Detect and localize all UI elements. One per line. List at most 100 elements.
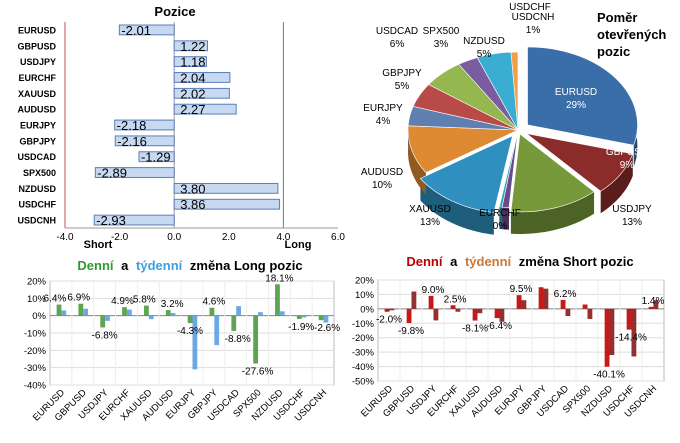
weekly-bar [170,313,176,316]
pie-slice-side [420,178,494,235]
data-label: 6.9% [67,293,90,304]
pie-slice [526,133,634,192]
value-label: 1.18 [180,55,205,70]
daily-bar [516,295,522,309]
x-tick-label: 6.0 [331,232,345,243]
pie-title-line: otevřených [597,27,666,42]
position-bar [173,198,281,210]
short-title-daily: Denní [406,254,443,269]
pie-slice-label: EURUSD [555,87,597,98]
weekly-bar [105,315,110,321]
category-label: NZDUSD [19,184,57,194]
y-tick-label: 0% [360,304,374,315]
daily-bar [231,315,237,331]
x-tick-label: -2.0 [111,232,129,243]
weekly-bar [258,312,263,316]
pie-slice-side [502,207,509,230]
data-label: -2.0% [376,315,402,326]
weekly-bar [323,315,329,323]
weekly-bar [236,306,241,316]
position-bar [114,119,175,131]
value-label: 2.27 [180,102,205,117]
daily-bar [604,308,610,367]
pie-slice-side [600,153,633,214]
daily-bar [626,308,632,330]
long-change-chart: Denní a týdenní změna Long pozic 20% 10% 0… [24,258,340,424]
short-change-chart: Denní a týdenní změna Short pozic 20% 10%… [352,254,665,420]
daily-bar [538,287,544,309]
pie-slice-label: GBPJPY [382,68,422,79]
short-change-title: Denní a týdenní změna Short pozic [406,254,633,269]
category-label: EURCHF [19,73,57,83]
daily-bar [296,315,302,319]
value-label: -2.93 [96,213,126,228]
pie-slice-label: AUDUSD [361,167,403,178]
data-label: 5.8% [133,295,156,306]
value-label: -2.89 [97,166,127,181]
category-label: EURJPY [20,121,56,131]
value-label: 2.02 [180,86,205,101]
pie-slice-label: XAUUSD [409,204,451,215]
y-tick-label: -40% [24,381,47,392]
category-label: AUDUSD [17,105,56,115]
weekly-bar [609,308,615,356]
pie-slice [510,133,595,213]
value-label: 1.22 [180,39,205,54]
long-title-weekly: týdenní [136,258,183,273]
long-label: Long [285,239,312,251]
weekly-bar [653,300,659,309]
weekly-bar [214,315,220,346]
pie-slice-label: EURJPY [363,103,403,114]
data-label: 6.2% [554,289,577,300]
positions-chart: Pozice EURUSD -2.01 GBPUSD 1.22 USDJPY 1.18 EU… [17,4,345,251]
data-label: -9.8% [398,326,424,337]
pie-slice-label: NZDUSD [463,36,505,47]
category-label: SPX500 [23,168,56,178]
daily-bar [406,308,412,323]
short-title-weekly: týdenní [465,254,512,269]
category-label: USDCNH [17,216,56,226]
y-tick-label: 20% [355,276,375,287]
weekly-bar [543,288,549,309]
position-bar [173,56,207,68]
long-title-daily: Denní [77,258,114,273]
position-bar [93,214,175,226]
pie-slice-label: USDCHF [509,2,551,13]
weekly-bar [499,308,505,322]
value-label: 3.86 [180,197,205,212]
weekly-bar [279,311,285,316]
y-tick-label: 20% [27,277,47,288]
value-label: -1.29 [141,150,171,165]
daily-bar [450,305,456,309]
short-title-rest: změna Short pozic [519,254,634,269]
weekly-bar [521,300,527,309]
x-tick-label: 2.0 [222,232,236,243]
pie-title-line: pozic [597,44,630,59]
data-label: -40.1% [593,370,625,381]
data-label: -8.8% [225,334,251,345]
pie-slice-side [408,125,426,195]
daily-bar [143,305,149,316]
data-label: 6.4% [44,294,67,305]
value-label: -2.18 [117,118,147,133]
data-label: 1.4% [642,296,665,307]
daily-bar [78,303,84,316]
daily-bar [187,315,193,324]
position-bar [173,87,230,99]
long-title-rest: změna Long pozic [190,258,303,273]
daily-bar [275,284,280,316]
weekly-bar [565,308,571,317]
weekly-bar [631,308,637,357]
pie-slice-pct: 13% [420,217,440,228]
daily-bar [582,304,588,309]
x-tick-label: 4.0 [276,232,290,243]
y-tick-label: -30% [24,363,47,374]
weekly-bar [83,308,89,316]
y-tick-label: -30% [352,348,375,359]
pie-slice-pct: 0% [493,221,508,232]
weekly-bar [389,308,395,311]
pie-slice-pct: 13% [622,217,642,228]
position-bar [173,72,231,83]
position-bar [114,135,175,147]
